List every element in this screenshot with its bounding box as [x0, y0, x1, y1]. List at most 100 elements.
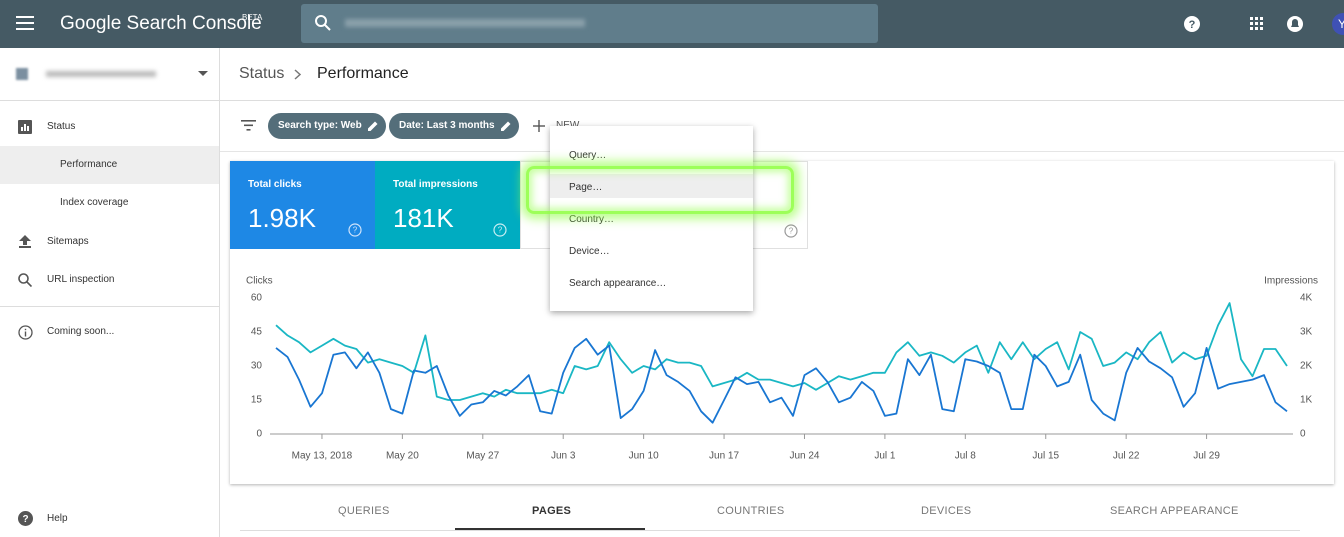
sidebar: Status Performance Index coverage Sitema… — [0, 48, 220, 537]
svg-text:?: ? — [789, 227, 794, 236]
x-tick-label: May 27 — [466, 451, 499, 462]
search-icon — [315, 15, 331, 31]
breadcrumb[interactable]: Status — [239, 65, 285, 82]
y-tick-label: 45 — [251, 327, 263, 338]
svg-text:?: ? — [22, 514, 28, 525]
plus-icon[interactable] — [533, 120, 545, 132]
chart: Clicks Impressions 0 15 30 45 60 0 1K 2K 3K 4K May 1… — [246, 276, 1318, 462]
tab-divider — [240, 530, 1300, 531]
x-tick-label: Jul 29 — [1193, 451, 1220, 462]
help-icon: ? — [18, 511, 33, 526]
edit-icon — [500, 121, 511, 131]
divider — [220, 100, 1344, 101]
svg-text:?: ? — [1189, 19, 1196, 31]
menu-hover — [550, 174, 753, 198]
tab[interactable]: QUERIES — [338, 505, 390, 517]
menu-item[interactable]: Device… — [569, 246, 610, 257]
x-tick-label: May 13, 2018 — [292, 451, 353, 462]
blurred-property — [46, 71, 156, 77]
tab-indicator — [455, 528, 645, 530]
info-icon: ? — [784, 224, 798, 238]
avatar[interactable]: Y — [1332, 13, 1344, 35]
scorecard-value: 1.98K — [248, 203, 316, 233]
status-icon — [18, 120, 32, 134]
svg-text:?: ? — [353, 226, 358, 235]
blurred-placeholder — [345, 19, 585, 27]
tab[interactable]: DEVICES — [921, 505, 972, 517]
app-title: Google Search Console — [60, 13, 262, 34]
search-box[interactable] — [301, 4, 878, 43]
new-button[interactable]: NEW — [556, 120, 579, 131]
scorecard-title: Total impressions — [393, 179, 478, 190]
nav-item[interactable]: Status — [47, 121, 76, 132]
tab[interactable]: PAGES — [532, 505, 572, 517]
scorecard-value: 181K — [393, 203, 454, 233]
series-line — [275, 337, 1288, 424]
edit-icon — [367, 121, 378, 131]
property-selector[interactable] — [12, 62, 208, 86]
y-tick-label: 30 — [251, 361, 263, 372]
menu-item[interactable]: Search appearance… — [569, 278, 667, 289]
property-icon — [16, 68, 28, 80]
y-tick-label: 15 — [251, 395, 263, 406]
sitemaps-icon — [19, 235, 31, 248]
series-line — [275, 302, 1288, 401]
top-bar: Google Search Console BETA ? Y — [0, 0, 1344, 48]
breadcrumb: Performance — [317, 65, 409, 82]
svg-text:?: ? — [498, 226, 503, 235]
tab[interactable]: COUNTRIES — [717, 505, 785, 517]
y2-tick-label: 2K — [1300, 361, 1313, 372]
highlight — [526, 166, 794, 214]
dimension-menu: Query… Page… Country… Device… Search app… — [550, 126, 753, 311]
breadcrumb-chevron — [294, 69, 302, 80]
y2-tick-label: 3K — [1300, 327, 1313, 338]
y2-tick-label: 1K — [1300, 395, 1313, 406]
x-tick-label: Jun 10 — [629, 451, 659, 462]
divider — [0, 306, 219, 307]
axis-title: Clicks — [246, 276, 273, 287]
axis-title: Impressions — [1264, 276, 1318, 287]
inspect-icon — [18, 273, 32, 287]
info-icon: ? — [493, 223, 507, 237]
x-tick-label: Jul 1 — [874, 451, 896, 462]
tab[interactable]: SEARCH APPEARANCE — [1110, 505, 1239, 517]
dropdown-arrow — [198, 71, 208, 76]
x-tick-label: Jul 15 — [1032, 451, 1059, 462]
nav-item[interactable]: URL inspection — [47, 274, 115, 285]
chip-label: Date: Last 3 months — [399, 120, 495, 131]
nav-item[interactable]: Performance — [60, 159, 118, 170]
nav-item[interactable]: Sitemaps — [47, 236, 89, 247]
menu-item[interactable]: Country… — [569, 214, 615, 225]
menu-item[interactable]: Page… — [569, 182, 603, 193]
divider — [0, 100, 219, 101]
beta-badge: BETA — [242, 13, 263, 22]
x-tick-label: Jun 24 — [789, 451, 819, 462]
nav-item[interactable]: Index coverage — [60, 197, 129, 208]
x-tick-label: Jul 22 — [1113, 451, 1140, 462]
notifications-icon[interactable] — [1286, 15, 1304, 33]
filter-chip[interactable]: Date: Last 3 months — [389, 113, 519, 139]
scorecard[interactable]: Total clicks 1.98K ? — [230, 161, 375, 249]
x-tick-label: Jun 17 — [709, 451, 739, 462]
nav-selected — [0, 146, 219, 184]
info-icon: ? — [348, 223, 362, 237]
y-tick-label: 0 — [256, 429, 262, 440]
apps-icon[interactable] — [1250, 17, 1264, 31]
scorecard-title: Total clicks — [248, 179, 302, 190]
menu-item[interactable]: Query… — [569, 150, 607, 161]
chip-label: Search type: Web — [278, 120, 362, 131]
menu-icon[interactable] — [16, 16, 34, 30]
filter-chip[interactable]: Search type: Web — [268, 113, 386, 139]
help-link[interactable]: Help — [47, 513, 68, 524]
info-icon — [18, 325, 33, 340]
x-tick-label: Jul 8 — [955, 451, 977, 462]
help-icon[interactable]: ? — [1183, 15, 1201, 33]
scorecard[interactable]: Total impressions 181K ? — [375, 161, 520, 249]
x-tick-label: May 20 — [386, 451, 419, 462]
y2-tick-label: 4K — [1300, 293, 1313, 304]
x-tick-label: Jun 3 — [551, 451, 576, 462]
nav-item[interactable]: Coming soon... — [47, 326, 115, 337]
y2-tick-label: 0 — [1300, 429, 1306, 440]
filter-icon[interactable] — [241, 120, 256, 131]
